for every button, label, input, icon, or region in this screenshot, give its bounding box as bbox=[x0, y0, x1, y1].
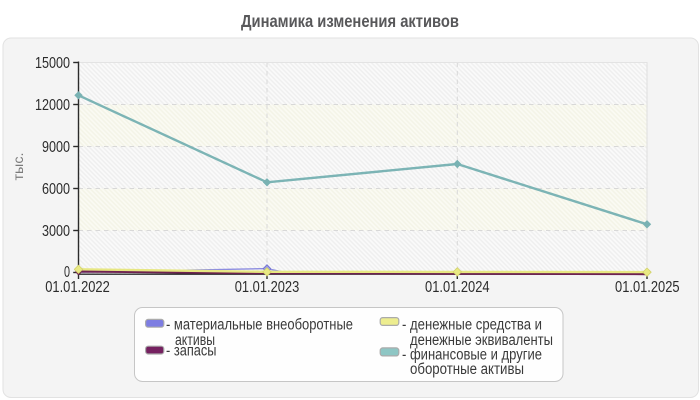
svg-text:9000: 9000 bbox=[42, 139, 70, 156]
svg-text:- финансовые и другие: - финансовые и другие bbox=[402, 346, 542, 363]
svg-text:01.01.2025: 01.01.2025 bbox=[615, 279, 680, 296]
svg-text:01.01.2023: 01.01.2023 bbox=[235, 279, 300, 296]
svg-text:01.01.2024: 01.01.2024 bbox=[425, 279, 490, 296]
svg-text:15000: 15000 bbox=[35, 55, 70, 72]
svg-text:12000: 12000 bbox=[35, 97, 70, 114]
svg-text:Динамика изменения активов: Динамика изменения активов bbox=[241, 11, 459, 31]
svg-text:- запасы: - запасы bbox=[166, 343, 217, 360]
svg-text:3000: 3000 bbox=[42, 223, 70, 240]
svg-text:денежные эквиваленты: денежные эквиваленты bbox=[410, 332, 553, 349]
svg-text:тыс.: тыс. bbox=[11, 153, 26, 181]
svg-text:6000: 6000 bbox=[42, 181, 70, 198]
svg-text:активы: активы bbox=[175, 332, 215, 349]
svg-text:0: 0 bbox=[64, 264, 70, 281]
svg-text:- денежные средства и: - денежные средства и bbox=[402, 316, 542, 333]
svg-text:- материальные внеоборотные: - материальные внеоборотные bbox=[166, 316, 353, 333]
svg-text:01.01.2022: 01.01.2022 bbox=[45, 279, 110, 296]
svg-text:оборотные активы: оборотные активы bbox=[410, 361, 524, 378]
